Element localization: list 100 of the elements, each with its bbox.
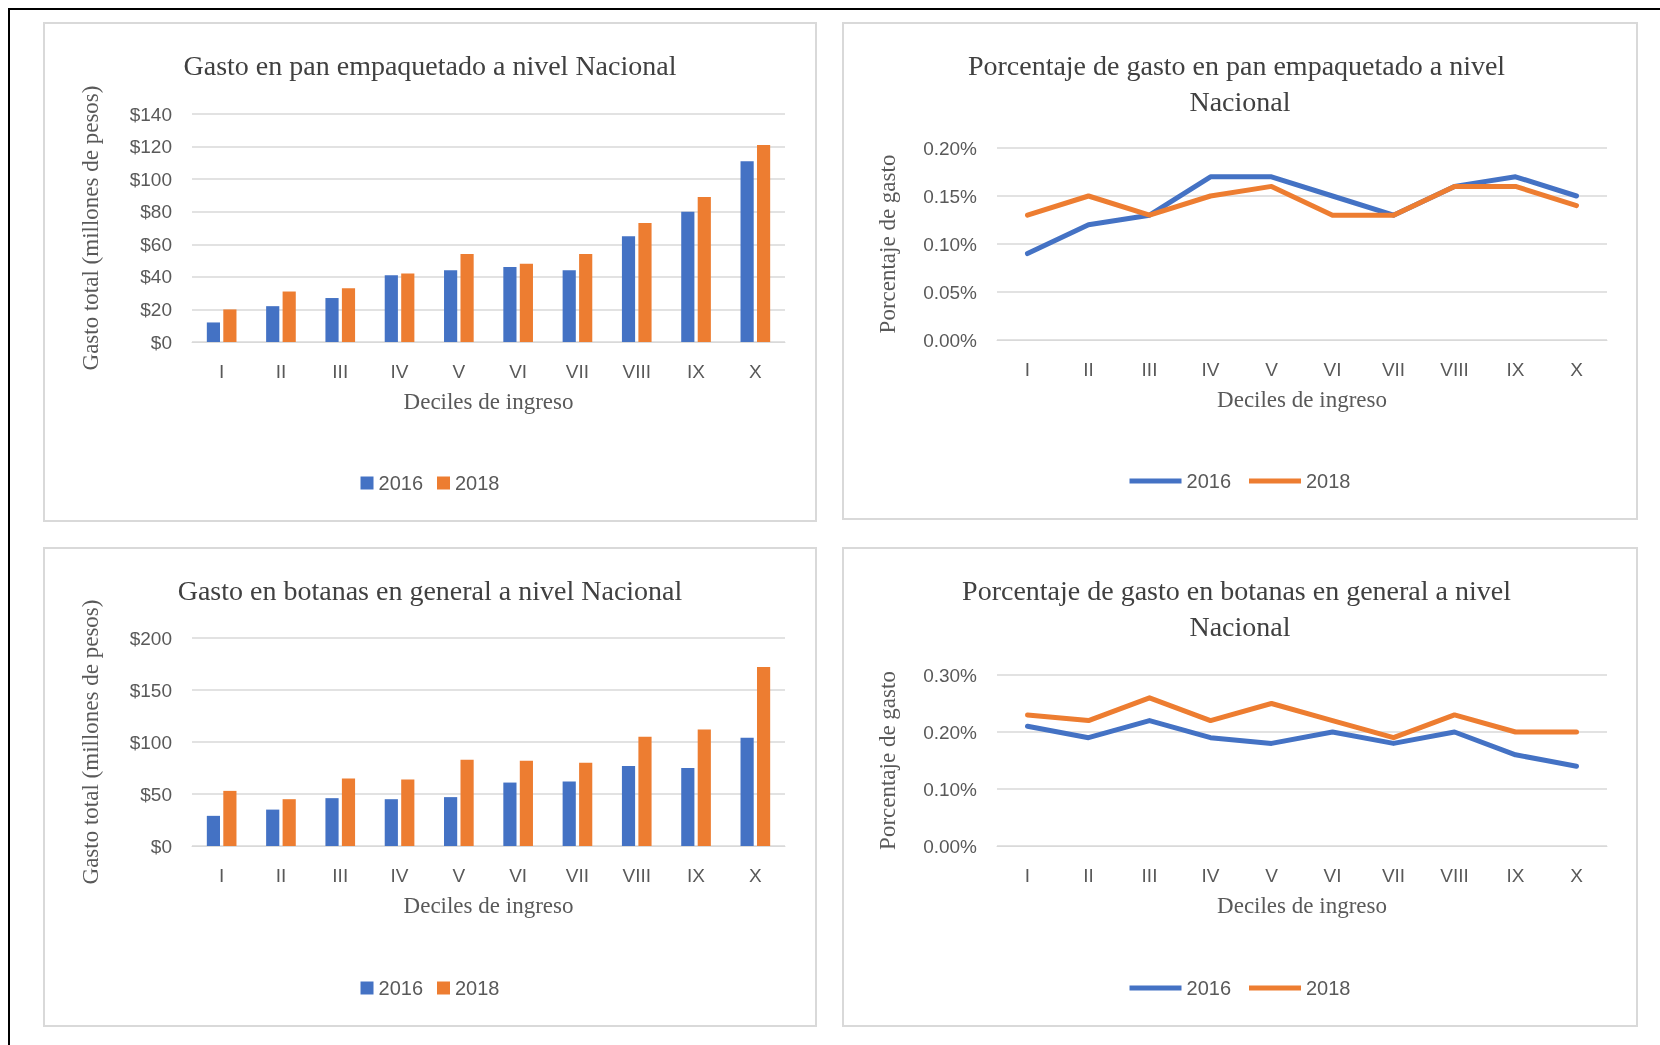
bar: [460, 254, 474, 342]
x-tick-label: II: [275, 361, 287, 382]
y-tick-label: 0.00%: [923, 329, 978, 351]
x-tick-label: VIII: [1440, 865, 1469, 886]
y-tick-label: $80: [140, 201, 172, 223]
x-tick-label: IV: [390, 361, 409, 382]
x-axis-title: Deciles de ingreso: [1217, 387, 1387, 412]
y-tick-label: $150: [129, 679, 172, 701]
y-axis-title: Gasto total (millones de pesos): [78, 85, 103, 371]
x-tick-label: VI: [509, 865, 528, 886]
bar: [325, 298, 339, 342]
bar: [266, 809, 280, 846]
y-tick-label: $140: [129, 103, 172, 125]
x-axis-title: Deciles de ingreso: [403, 389, 574, 414]
x-axis-title: Deciles de ingreso: [1217, 893, 1387, 918]
legend-label: 2018: [455, 977, 500, 999]
legend-label: 2016: [1186, 470, 1232, 492]
bar: [638, 223, 652, 342]
x-tick-label: V: [452, 361, 466, 382]
bar: [401, 779, 415, 846]
x-tick-label: V: [1265, 865, 1279, 886]
chart-title: Porcentaje de gasto en pan empaquetado a nivel Nacional: [967, 49, 1513, 117]
bar: [697, 197, 711, 342]
bar: [519, 760, 533, 846]
y-tick-label: $60: [140, 233, 172, 255]
x-tick-label: III: [332, 361, 349, 382]
x-tick-label: III: [332, 865, 349, 886]
bar: [757, 144, 771, 342]
x-tick-label: IX: [687, 865, 706, 886]
bar: [341, 778, 356, 846]
bar: [282, 291, 296, 342]
x-tick-label: IX: [1506, 359, 1525, 380]
y-tick-label: 0.05%: [923, 281, 978, 303]
y-tick-label: 0.20%: [923, 721, 978, 743]
legend-label: 2018: [1306, 977, 1351, 999]
bar: [740, 161, 754, 342]
y-tick-label: 0.10%: [923, 233, 978, 255]
bar: [503, 267, 517, 342]
bar: [519, 263, 533, 342]
bar: [621, 236, 636, 342]
y-tick-label: $100: [129, 168, 172, 190]
x-tick-label: X: [1570, 359, 1584, 380]
bar: [562, 270, 576, 342]
x-tick-label: VII: [565, 361, 590, 382]
bar: [503, 782, 517, 846]
x-tick-label: I: [1024, 865, 1031, 886]
bar: [460, 759, 474, 846]
y-tick-label: $20: [140, 298, 172, 320]
legend-label: 2018: [1306, 470, 1351, 492]
x-tick-label: III: [1141, 359, 1158, 380]
y-axis-title: Porcentaje de gasto: [875, 671, 900, 850]
x-tick-label: VIII: [1440, 359, 1469, 380]
bar: [697, 729, 711, 846]
y-tick-label: 0.15%: [923, 185, 978, 207]
y-tick-label: 0.30%: [923, 664, 978, 686]
x-tick-label: X: [1570, 865, 1584, 886]
x-tick-label: III: [1141, 865, 1158, 886]
x-tick-label: II: [1083, 359, 1094, 380]
x-tick-label: VI: [509, 361, 528, 382]
bar: [757, 667, 771, 846]
x-tick-label: IV: [390, 865, 409, 886]
bar: [401, 273, 415, 342]
y-tick-label: $200: [129, 627, 172, 649]
y-axis-title: Porcentaje de gasto: [875, 154, 900, 334]
chart-title: Porcentaje de gasto en botanas en general a nivel Nacional: [962, 574, 1518, 642]
x-tick-label: IV: [1201, 865, 1220, 886]
x-tick-label: IX: [687, 361, 706, 382]
bar: [681, 211, 695, 342]
bar: [444, 797, 458, 846]
y-tick-label: 0.20%: [923, 137, 978, 159]
x-tick-label: V: [452, 865, 466, 886]
bar: [384, 799, 398, 846]
y-tick-label: 0.10%: [923, 778, 978, 800]
legend-label: 2016: [1186, 977, 1232, 999]
bar: [444, 270, 458, 342]
x-tick-label: VIII: [622, 361, 652, 382]
x-tick-label: VII: [565, 865, 590, 886]
x-tick-label: IX: [1506, 865, 1525, 886]
bar: [384, 275, 398, 342]
y-tick-label: $40: [140, 266, 172, 288]
x-tick-label: I: [1024, 359, 1031, 380]
y-tick-label: $50: [140, 783, 172, 805]
y-axis-title: Gasto total (millones de pesos): [78, 599, 103, 885]
x-tick-label: X: [749, 865, 763, 886]
bar: [681, 768, 695, 846]
y-tick-label: 0.00%: [923, 835, 978, 857]
x-tick-label: VI: [1323, 865, 1342, 886]
bar: [638, 736, 652, 846]
x-tick-label: II: [1083, 865, 1094, 886]
y-tick-label: $120: [129, 136, 172, 158]
x-tick-label: X: [749, 361, 763, 382]
y-tick-label: $0: [150, 835, 172, 857]
chart-title: Gasto en pan empaquetado a nivel Nacional: [183, 49, 677, 81]
x-axis-title: Deciles de ingreso: [403, 893, 574, 918]
y-tick-label: $100: [129, 731, 172, 753]
bar: [206, 322, 220, 342]
bar: [325, 798, 339, 846]
bar: [341, 288, 356, 342]
bar: [282, 799, 296, 846]
x-tick-label: VII: [1381, 359, 1406, 380]
